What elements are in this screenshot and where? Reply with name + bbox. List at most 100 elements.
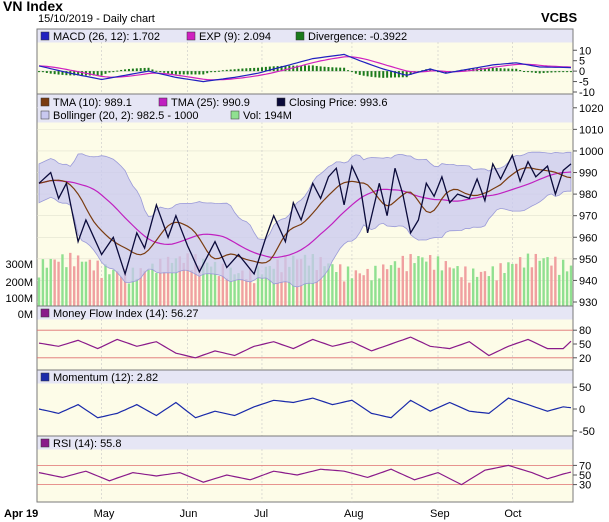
volume-bar [237,273,240,306]
divergence-bar [108,71,111,73]
divergence-bar [300,65,303,72]
volume-bar [252,283,256,306]
divergence-bar [570,71,572,73]
divergence-bar [61,71,64,75]
volume-bar [327,263,330,306]
divergence-bar [538,71,541,74]
mfi-axis-tick-label: 20 [579,353,591,365]
volume-bar [233,274,236,306]
volume-bar [511,263,514,306]
divergence-bar [73,71,76,76]
divergence-bar [534,71,537,73]
price-axis-tick-label: 960 [579,232,597,244]
volume-bar [475,276,479,306]
macd-axis-tick-label: 0 [579,66,585,78]
divergence-bar [382,71,385,78]
divergence-bar [135,68,138,72]
divergence-bar [558,71,561,73]
divergence-bar [566,71,569,73]
mfi-axis-tick-label: 50 [579,339,591,351]
volume-bar [554,256,557,306]
divergence-bar [519,70,522,72]
volume-tick-label: 0M [18,309,33,321]
divergence-bar [202,71,205,75]
month-label: May [94,508,115,520]
volume-bar [417,256,420,306]
volume-bar [460,277,463,306]
macd-axis-tick-label: 10 [579,45,591,57]
divergence-bar [444,71,447,74]
volume-bar [436,256,440,306]
divergence-bar [307,65,310,72]
rsi-panel-legend-bg [37,436,573,450]
divergence-bar [335,67,338,72]
divergence-bar [511,68,514,72]
divergence-bar [151,69,154,72]
volume-bar [229,267,232,306]
volume-bar [319,257,322,306]
bollinger-legend: Bollinger (20, 2): 982.5 - 1000 [53,110,199,122]
divergence-bar [217,70,220,72]
volume-bar [530,267,534,306]
rsi-swatch [40,438,50,448]
volume-bar [245,279,248,306]
volume-bar [354,270,358,306]
divergence-bar [550,71,553,73]
page-subtitle: 15/10/2019 - Daily chart [38,13,155,25]
price-axis-tick-label: 1020 [579,103,603,115]
volume-bar [69,252,72,306]
volume-bar [100,277,103,306]
divergence-bar [96,71,99,76]
month-label: Jun [180,508,198,520]
month-label: Apr 19 [4,508,38,520]
divergence-bar [167,71,170,74]
volume-bar [288,266,291,306]
volume-bar [178,256,182,306]
price-axis-tick-label: 990 [579,168,597,180]
volume-bar [108,274,111,306]
volume-bar [526,253,530,306]
price-axis-tick-label: 950 [579,254,597,266]
volume-bar [182,262,185,306]
volume-bar [409,254,412,306]
volume-bar [472,268,475,306]
divergence-bar [526,71,529,73]
volume-bar [221,263,225,306]
volume-bar [198,265,201,306]
divergence-bar [100,71,103,76]
divergence-bar [311,65,314,72]
mfi-panel-legend-bg [37,306,573,320]
volume-bar [499,263,502,306]
volume-bar [147,269,150,306]
volume-bar [569,265,573,306]
divergence-bar [41,71,44,73]
divergence-bar [249,68,252,72]
tma25-line [38,171,572,259]
volume-bar [385,269,389,306]
divergence-bar [127,68,130,72]
volume-bar [217,276,221,306]
volume-bar [92,270,95,306]
divergence-bar [515,68,518,72]
volume-bar [190,269,193,306]
volume-bar [393,261,397,306]
volume-bar [65,267,68,306]
divergence-bar [198,71,201,75]
volume-bar [194,254,197,306]
divergence-bar [331,67,334,72]
volume-bar [538,260,541,306]
divergence-bar [503,68,506,72]
volume-legend: Vol: 194M [243,110,292,122]
volume-bar [61,254,64,306]
volume-bar [162,271,166,306]
volume-tick-label: 100M [5,293,33,305]
divergence-bar [182,71,185,75]
divergence-bar [92,71,95,76]
price-axis-tick-label: 1010 [579,124,603,136]
tma25-swatch [158,97,168,107]
volume-bar [413,263,416,306]
divergence-bar [468,68,471,72]
volume-bar [272,268,275,306]
divergence-bar [495,67,498,72]
